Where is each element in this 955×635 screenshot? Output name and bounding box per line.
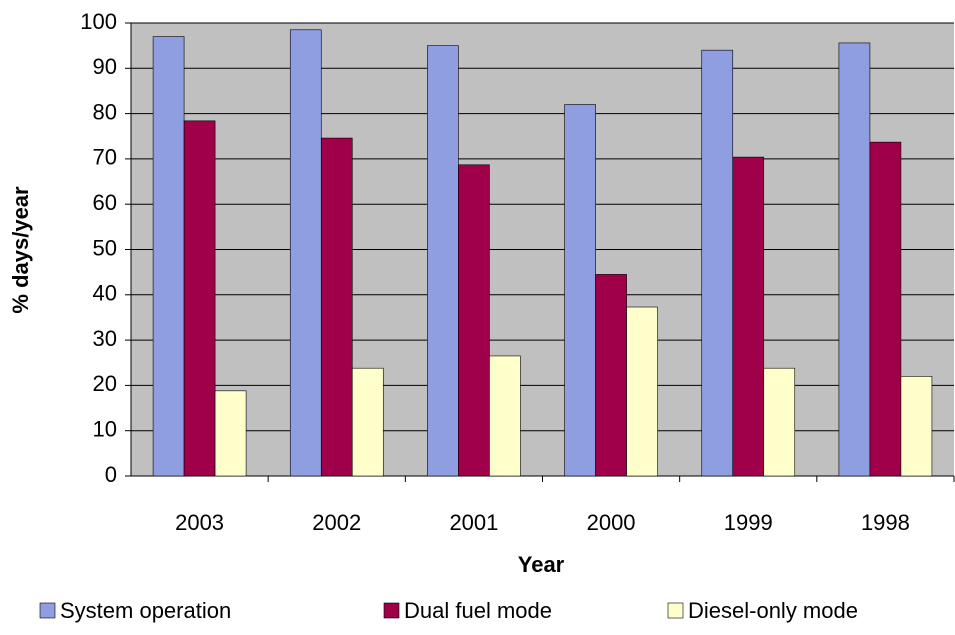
- bar: [763, 367, 796, 477]
- x-tick-label: 1998: [861, 510, 910, 535]
- bar: [595, 274, 627, 477]
- y-tick-label: 60: [93, 190, 117, 215]
- y-tick-label: 70: [93, 145, 117, 170]
- bar: [214, 390, 247, 477]
- y-tick-label: 40: [93, 281, 117, 306]
- bar: [458, 164, 490, 477]
- bar: [838, 42, 871, 477]
- y-tick-label: 80: [93, 99, 117, 124]
- y-tick-label: 50: [93, 235, 117, 260]
- legend-swatch: [39, 602, 56, 619]
- bar: [564, 104, 596, 477]
- bar: [626, 306, 658, 477]
- bar: [351, 367, 384, 477]
- x-tick-label: 2003: [175, 510, 224, 535]
- y-tick-label: 30: [93, 326, 117, 351]
- x-tick-label: 1999: [724, 510, 773, 535]
- bar: [427, 45, 459, 477]
- bar: [152, 36, 185, 477]
- x-tick-label: 2002: [312, 510, 361, 535]
- x-axis-label: Year: [518, 552, 565, 577]
- bar: [289, 29, 322, 477]
- x-tick-label: 2000: [587, 510, 636, 535]
- y-tick-label: 0: [105, 462, 117, 487]
- legend-swatch: [383, 602, 400, 619]
- legend-label: Dual fuel mode: [404, 598, 552, 623]
- bar: [900, 376, 933, 477]
- y-axis-label: % days/year: [8, 186, 33, 314]
- legend-swatch: [667, 602, 684, 619]
- y-tick-label: 20: [93, 371, 117, 396]
- bar: [869, 141, 902, 477]
- y-tick-label: 90: [93, 54, 117, 79]
- bar: [183, 120, 216, 477]
- bar: [320, 137, 353, 477]
- bar: [701, 49, 734, 477]
- bar: [732, 156, 765, 477]
- x-tick-label: 2001: [449, 510, 498, 535]
- bar: [489, 355, 521, 477]
- legend-label: Diesel-only mode: [688, 598, 858, 623]
- legend-label: System operation: [60, 598, 231, 623]
- y-tick-label: 10: [93, 417, 117, 442]
- y-tick-label: 100: [80, 9, 117, 34]
